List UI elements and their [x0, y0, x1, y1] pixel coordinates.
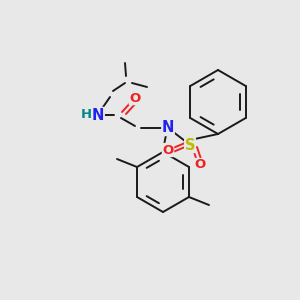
Text: S: S: [185, 137, 195, 152]
Text: N: N: [162, 121, 174, 136]
Text: O: O: [129, 92, 141, 104]
Text: N: N: [92, 107, 104, 122]
Text: O: O: [162, 143, 174, 157]
Text: H: H: [80, 107, 92, 121]
Text: O: O: [194, 158, 206, 172]
